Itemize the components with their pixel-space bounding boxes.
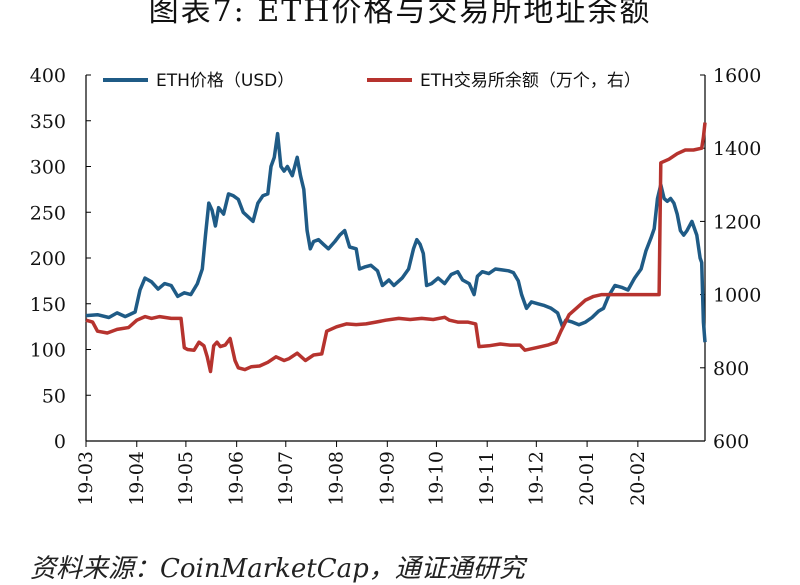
left-y-tick-label: 50 xyxy=(42,385,66,407)
x-tick-label: 19-03 xyxy=(75,451,97,506)
left-y-tick-label: 300 xyxy=(30,157,66,179)
right-y-tick-label: 1000 xyxy=(713,285,761,307)
x-tick-label: 19-10 xyxy=(425,451,447,506)
x-tick-label: 19-06 xyxy=(226,451,248,506)
axes: 0 50 100 150 200 250 300 350 400 600 800 1000 1200 14… xyxy=(30,65,762,506)
right-y-tick-label: 1600 xyxy=(713,65,761,87)
series-lines xyxy=(85,122,707,374)
source-note: 资料来源：CoinMarketCap，通证通研究 xyxy=(30,554,525,584)
x-tick-label: 20-02 xyxy=(627,451,649,506)
exchange-balance-line xyxy=(85,122,707,374)
left-y-tick-label: 0 xyxy=(54,431,66,453)
x-tick-label: 19-08 xyxy=(326,451,348,506)
legend: ETH价格（USD） ETH交易所余额（万个，右） xyxy=(103,71,641,91)
x-tick-label: 19-11 xyxy=(476,451,498,506)
figure-title: 图表7: ETH价格与交易所地址余额 xyxy=(148,0,652,29)
x-tick-label: 19-07 xyxy=(275,451,297,506)
legend-label-eth-price: ETH价格（USD） xyxy=(156,71,294,91)
x-tick-label: 19-05 xyxy=(175,451,197,506)
right-y-tick-label: 1400 xyxy=(713,138,761,160)
left-y-tick-label: 350 xyxy=(30,111,66,133)
x-tick-label: 20-01 xyxy=(576,451,598,506)
legend-label-exchange-balance: ETH交易所余额（万个，右） xyxy=(420,71,641,91)
left-y-tick-label: 150 xyxy=(30,294,66,316)
right-y-tick-label: 600 xyxy=(713,431,749,453)
left-y-tick-label: 400 xyxy=(30,65,66,87)
x-tick-label: 19-09 xyxy=(376,451,398,506)
left-y-tick-label: 200 xyxy=(30,248,66,270)
left-y-tick-label: 250 xyxy=(30,202,66,224)
right-y-tick-label: 1200 xyxy=(713,211,761,233)
left-y-tick-label: 100 xyxy=(30,340,66,362)
eth-price-balance-chart: 0 50 100 150 200 250 300 350 400 600 800 1000 1200 14… xyxy=(30,65,762,506)
x-tick-label: 19-04 xyxy=(126,451,148,506)
right-y-tick-label: 800 xyxy=(713,358,749,380)
eth-price-line xyxy=(85,131,707,343)
x-tick-label: 19-12 xyxy=(525,451,547,506)
